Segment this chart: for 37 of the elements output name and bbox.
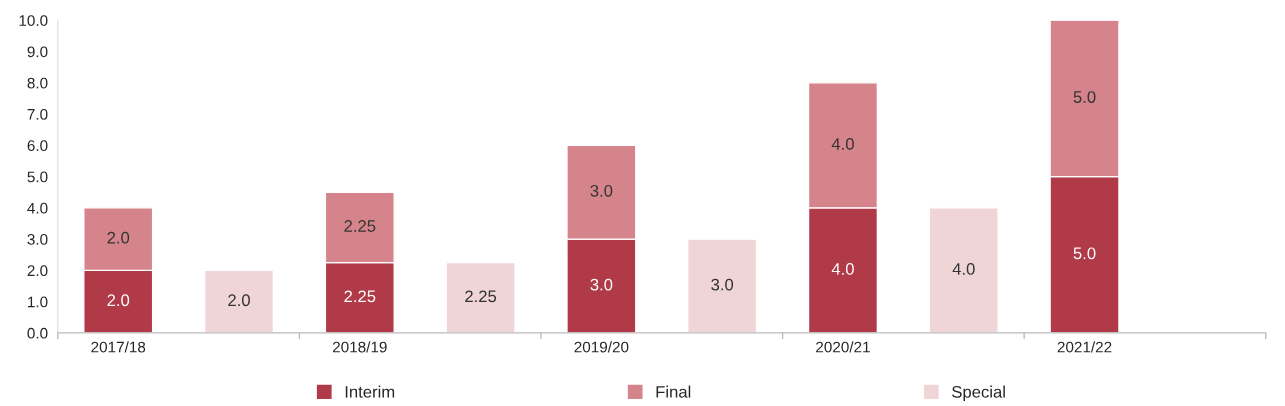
- bar: [445, 261, 516, 333]
- data-label: 5.0: [1073, 247, 1096, 260]
- y-tick-label: 0.0: [27, 327, 48, 339]
- data-label: 4.0: [831, 138, 854, 150]
- data-label: 2.25: [344, 220, 376, 232]
- y-tick-label: 3.0: [27, 234, 48, 245]
- legend-label: Final: [656, 385, 691, 398]
- data-label: 5.0: [1073, 91, 1096, 103]
- x-tick-label: 2018/19: [332, 341, 387, 353]
- legend-label: Special: [952, 385, 1005, 402]
- data-label: 2.0: [107, 294, 130, 307]
- data-label: 2.25: [465, 290, 497, 303]
- y-tick-label: 1.0: [28, 296, 48, 308]
- y-tick-label: 6.0: [27, 140, 48, 152]
- y-tick-label: 10.0: [19, 15, 48, 26]
- data-label: 2.0: [228, 294, 250, 307]
- data-label: 3.0: [711, 278, 734, 291]
- y-tick-label: 7.0: [27, 108, 48, 120]
- bar: [203, 269, 275, 333]
- x-tick-label: 2017/18: [91, 341, 146, 353]
- x-tick-label: 2020/21: [816, 341, 870, 353]
- x-tick-label: 2019/20: [574, 341, 629, 353]
- y-tick-label: 9.0: [27, 46, 48, 58]
- data-label: 4.0: [952, 263, 975, 275]
- x-tick-label: 2021/22: [1057, 341, 1112, 353]
- bar: [687, 238, 758, 333]
- data-label: 3.0: [590, 278, 613, 291]
- y-tick-label: 8.0: [27, 77, 48, 89]
- y-tick-label: 5.0: [27, 171, 48, 183]
- data-label: 2.0: [107, 231, 130, 244]
- data-label: 2.25: [344, 290, 376, 303]
- data-label: 3.0: [590, 184, 613, 197]
- y-tick-label: 2.0: [27, 265, 48, 277]
- bar: [928, 207, 999, 333]
- data-label: 4.0: [831, 263, 854, 275]
- y-tick-label: 4.0: [27, 202, 48, 214]
- legend-label: Interim: [345, 385, 395, 398]
